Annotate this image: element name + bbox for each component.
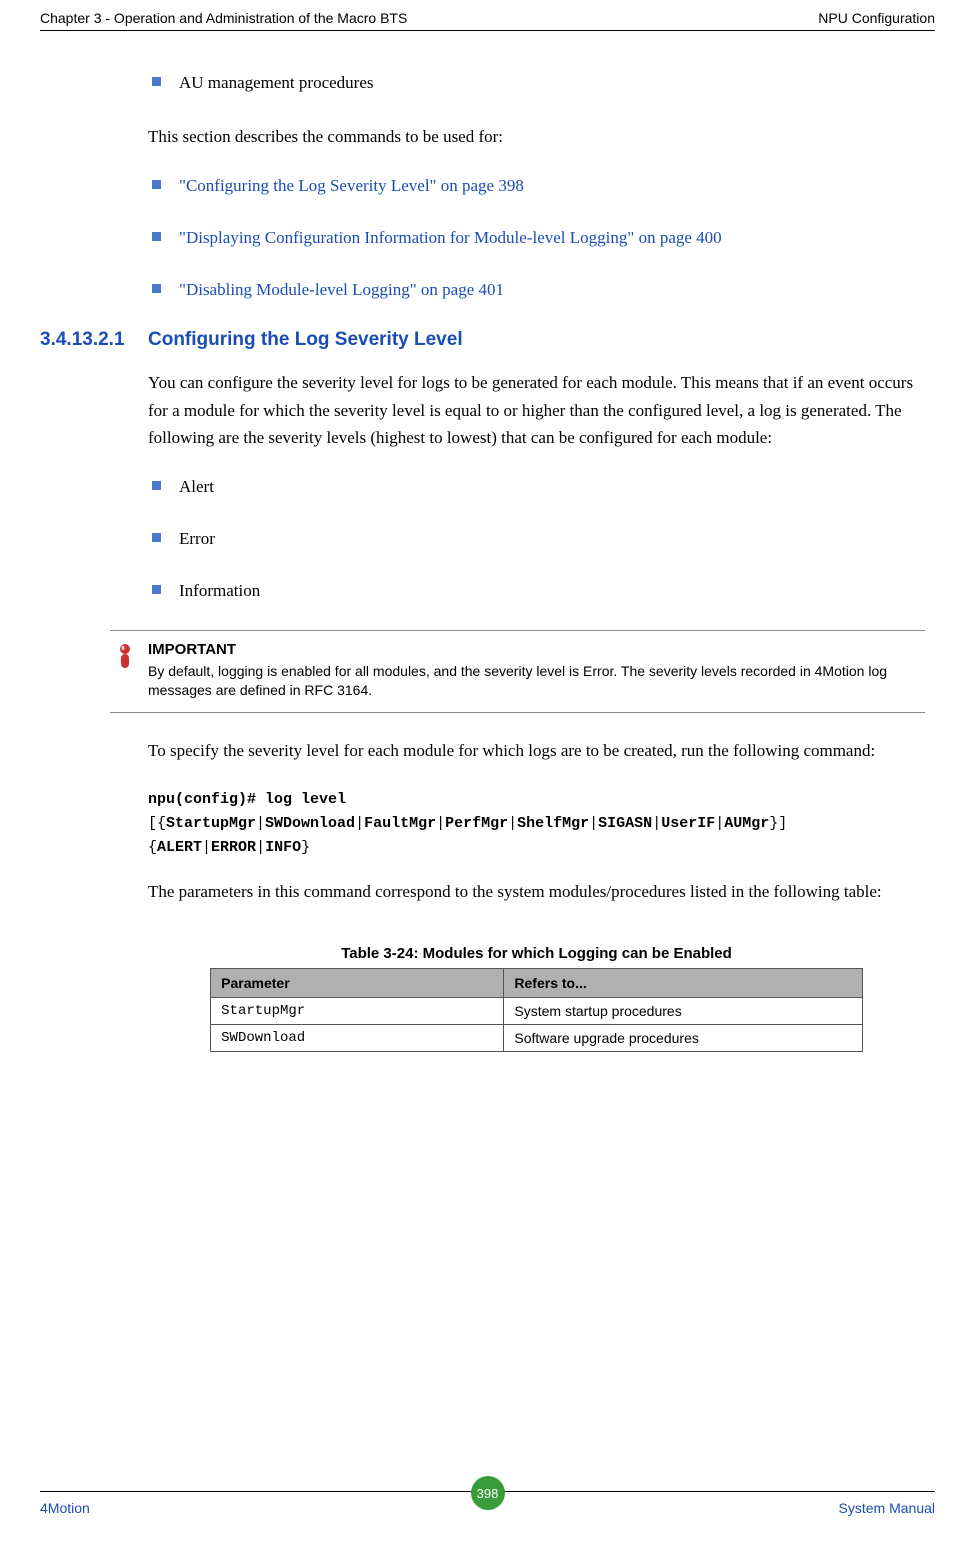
cross-ref-link[interactable]: "Configuring the Log Severity Level" on … <box>179 174 524 198</box>
page-header: Chapter 3 - Operation and Administration… <box>40 10 935 31</box>
table-row: StartupMgr System startup procedures <box>211 998 863 1025</box>
list-item: "Displaying Configuration Information fo… <box>148 226 925 250</box>
cmd-text: npu(config)# log level <box>148 791 346 808</box>
paragraph: You can configure the severity level for… <box>148 369 925 451</box>
list-item: "Configuring the Log Severity Level" on … <box>148 174 925 198</box>
cmd-text: | <box>256 815 265 832</box>
header-left: Chapter 3 - Operation and Administration… <box>40 10 407 26</box>
cmd-text: ShelfMgr <box>517 815 589 832</box>
square-bullet-icon <box>152 284 161 293</box>
table-caption: Table 3-24: Modules for which Logging ca… <box>148 945 925 962</box>
bullet-text: AU management procedures <box>179 71 373 95</box>
cmd-text: } <box>301 839 310 856</box>
cmd-text: StartupMgr <box>166 815 256 832</box>
page-footer: 4Motion 398 System Manual <box>40 1491 935 1516</box>
table-header-row: Parameter Refers to... <box>211 969 863 998</box>
section-number: 3.4.13.2.1 <box>40 329 148 351</box>
footer-right: System Manual <box>839 1500 935 1516</box>
cmd-text: FaultMgr <box>364 815 436 832</box>
paragraph: The parameters in this command correspon… <box>148 878 925 905</box>
square-bullet-icon <box>152 481 161 490</box>
table-cell: System startup procedures <box>504 998 862 1025</box>
square-bullet-icon <box>152 585 161 594</box>
table-cell: Software upgrade procedures <box>504 1025 862 1052</box>
square-bullet-icon <box>152 232 161 241</box>
important-text: By default, logging is enabled for all m… <box>148 662 925 700</box>
page-number-badge: 398 <box>471 1476 505 1510</box>
bullet-text: Information <box>179 579 260 603</box>
table-row: SWDownload Software upgrade procedures <box>211 1025 863 1052</box>
list-item: AU management procedures <box>148 71 925 95</box>
important-label: IMPORTANT <box>148 641 925 658</box>
list-item: Information <box>148 579 925 603</box>
cmd-text: UserIF <box>661 815 715 832</box>
cmd-text: [{ <box>148 815 166 832</box>
section-title: Configuring the Log Severity Level <box>148 329 463 351</box>
important-content: IMPORTANT By default, logging is enabled… <box>148 641 925 700</box>
content-area: AU management procedures This section de… <box>148 71 925 1052</box>
table-header: Refers to... <box>504 969 862 998</box>
modules-table: Parameter Refers to... StartupMgr System… <box>210 968 863 1052</box>
command-block: npu(config)# log level [{StartupMgr|SWDo… <box>148 788 925 860</box>
cmd-text: | <box>256 839 265 856</box>
cmd-text: ALERT <box>157 839 202 856</box>
cmd-text: INFO <box>265 839 301 856</box>
cmd-text: AUMgr <box>724 815 769 832</box>
section-heading: 3.4.13.2.1 Configuring the Log Severity … <box>40 329 925 351</box>
cmd-text: ERROR <box>211 839 256 856</box>
cmd-text: | <box>355 815 364 832</box>
cmd-text: | <box>589 815 598 832</box>
square-bullet-icon <box>152 180 161 189</box>
bullet-text: Error <box>179 527 215 551</box>
cmd-text: PerfMgr <box>445 815 508 832</box>
cmd-text: | <box>715 815 724 832</box>
list-item: "Disabling Module-level Logging" on page… <box>148 278 925 302</box>
cmd-text: | <box>202 839 211 856</box>
cmd-text: SIGASN <box>598 815 652 832</box>
square-bullet-icon <box>152 533 161 542</box>
cmd-text: | <box>652 815 661 832</box>
important-icon <box>110 641 140 676</box>
page: Chapter 3 - Operation and Administration… <box>0 0 975 1530</box>
cmd-text: | <box>508 815 517 832</box>
table-cell: StartupMgr <box>211 998 504 1025</box>
table-cell: SWDownload <box>211 1025 504 1052</box>
list-item: Alert <box>148 475 925 499</box>
paragraph: This section describes the commands to b… <box>148 123 925 150</box>
cross-ref-link[interactable]: "Disabling Module-level Logging" on page… <box>179 278 504 302</box>
square-bullet-icon <box>152 77 161 86</box>
cross-ref-link[interactable]: "Displaying Configuration Information fo… <box>179 226 722 250</box>
list-item: Error <box>148 527 925 551</box>
cmd-text: | <box>436 815 445 832</box>
header-right: NPU Configuration <box>818 10 935 26</box>
bullet-text: Alert <box>179 475 214 499</box>
footer-left: 4Motion <box>40 1500 90 1516</box>
important-callout: IMPORTANT By default, logging is enabled… <box>110 630 925 713</box>
cmd-text: SWDownload <box>265 815 355 832</box>
table-header: Parameter <box>211 969 504 998</box>
paragraph: To specify the severity level for each m… <box>148 737 925 764</box>
